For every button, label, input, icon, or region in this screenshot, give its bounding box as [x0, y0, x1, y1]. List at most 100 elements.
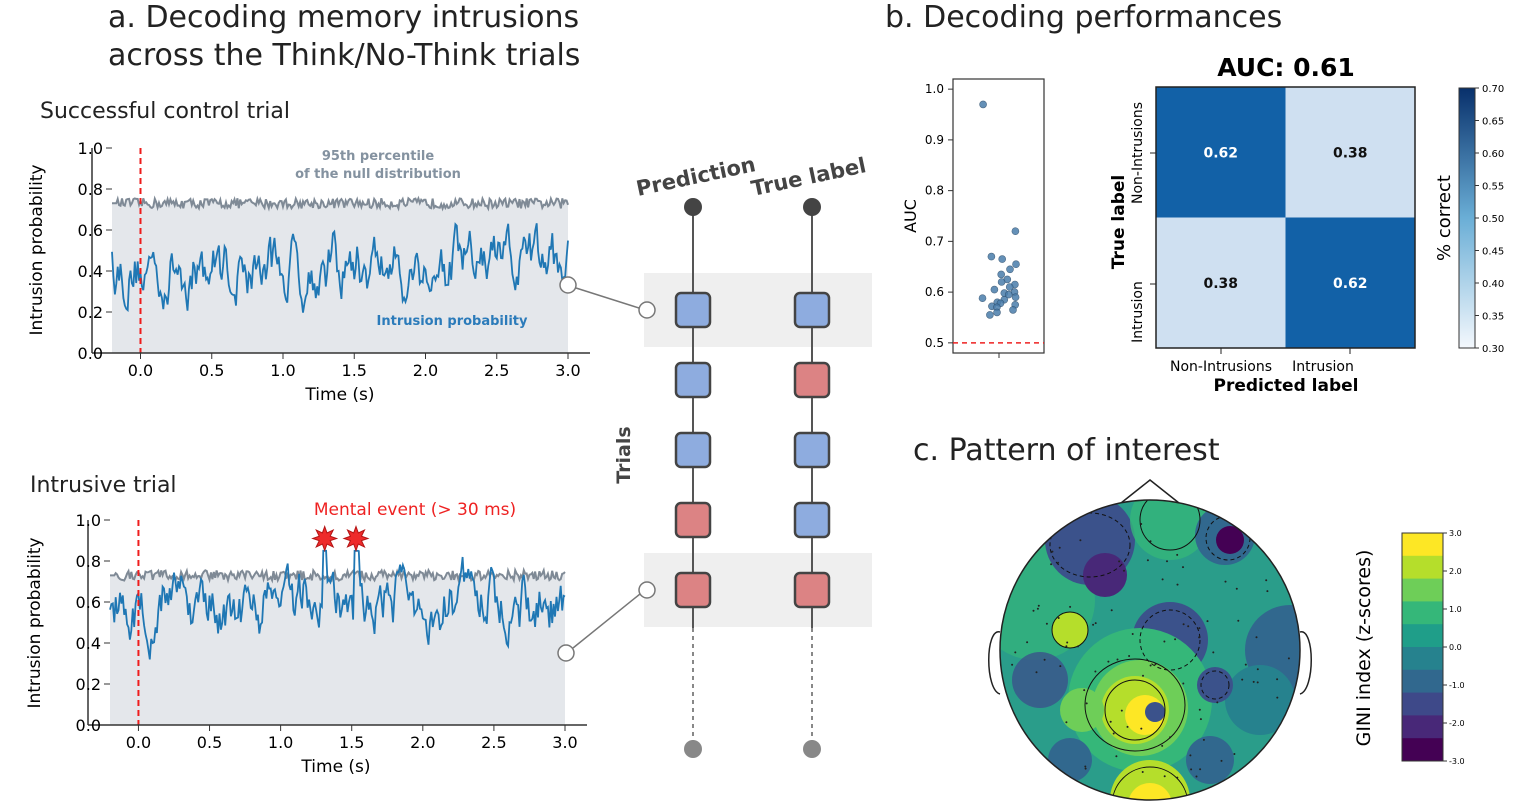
cm-cbar-tick-5: 0.55 [1482, 182, 1504, 193]
sensor-dot [1256, 668, 1259, 671]
sensor-dot [1043, 658, 1046, 661]
event-label: Mental event (> 30 ms) [314, 500, 516, 520]
sensor-dot [1198, 627, 1201, 630]
cm-cbar-tick-6: 0.60 [1482, 149, 1504, 160]
cm-cell-label-0-0: 0.62 [1203, 145, 1238, 161]
topomap-cbar-band-1 [1402, 555, 1443, 580]
sensor-dot [1198, 708, 1201, 711]
sensor-dot [1252, 680, 1255, 683]
auc-y-tick-4: 0.9 [925, 133, 944, 147]
sensor-dot [1163, 640, 1166, 643]
sensor-dot [1092, 623, 1095, 626]
bottom-x-tick-4: 2.0 [410, 733, 435, 752]
auc-y-tick-1: 0.6 [925, 285, 944, 299]
sensor-dot [1112, 732, 1115, 735]
cm-colorbar [1458, 87, 1476, 349]
sensor-dot [1107, 660, 1110, 663]
nose-shape [1120, 479, 1180, 504]
bottom-y-tick-1: 0.2 [76, 675, 101, 694]
panel-b-title: b. Decoding performances [885, 0, 1282, 35]
sensor-dot [1265, 579, 1268, 582]
sensor-dot [1128, 655, 1131, 657]
prediction-start-dot [684, 198, 702, 216]
sensor-dot [1176, 583, 1179, 586]
trials-axis-label: Trials [613, 426, 635, 483]
sensor-dot [1189, 754, 1192, 757]
sensor-dot [1079, 539, 1082, 542]
topomap-cbar-band-3 [1402, 601, 1443, 625]
auc-point-25 [993, 308, 1001, 317]
prediction-box-1 [674, 291, 712, 329]
true-start-dot [803, 198, 821, 216]
top-x-tick-5: 2.5 [484, 361, 509, 380]
sensor-dot [1131, 633, 1134, 635]
sensor-dot [1085, 702, 1088, 705]
sensor-dot [1011, 663, 1014, 666]
auc-strip-plot: 0.5 0.6 0.7 0.8 0.9 1.0 AUC [901, 78, 1045, 358]
sensor-dot [1146, 559, 1149, 562]
auc-point-16 [1011, 293, 1020, 302]
sensor-dot [1035, 671, 1038, 674]
bottom-x-tick-0: 0.0 [126, 733, 151, 752]
sensor-dot [1026, 641, 1029, 644]
auc-point-24 [1009, 306, 1017, 314]
sensor-dot [1198, 636, 1201, 639]
bottom-y-axis-label: Intrusion probability [25, 537, 45, 708]
bottom-y-tick-0: 0.0 [76, 716, 101, 735]
bottom-null-line [110, 566, 566, 584]
topomap-cbar-band-7 [1402, 692, 1443, 716]
sensor-dot [1084, 765, 1087, 768]
sensor-dot [1161, 578, 1164, 581]
auc-y-tick-2: 0.7 [925, 234, 944, 248]
cm-cbar-tick-4: 0.50 [1482, 214, 1504, 225]
top-x-tick-1: 0.5 [199, 361, 224, 380]
top-y-tick-5: 1.0 [78, 139, 103, 158]
auc-point-11 [1005, 283, 1014, 291]
sensor-dot [1212, 651, 1215, 654]
sensor-dot [1142, 674, 1144, 677]
cm-x-class-0: Non-Intrusions [1170, 359, 1272, 375]
cm-cbar-tick-0: 0.30 [1482, 344, 1504, 355]
true-label-box-1 [793, 291, 831, 329]
bottom-y-tick-2: 0.4 [76, 634, 101, 653]
cm-cell-label-1-0: 0.38 [1203, 276, 1238, 292]
sensor-dot [1176, 776, 1179, 779]
trials-diagram: Prediction True label Trials [557, 152, 872, 758]
sensor-dot [1065, 721, 1068, 724]
auc-point-2 [1011, 227, 1020, 235]
sensor-dot [1235, 587, 1238, 590]
sensor-dot [1083, 689, 1086, 692]
auc-y-tick-3: 0.8 [925, 184, 944, 198]
bottom-plot-subtitle: Intrusive trial [30, 473, 177, 498]
prediction-box-2 [674, 361, 712, 399]
auc-y-tick-0: 0.5 [925, 336, 944, 350]
bottom-x-axis-label: Time (s) [300, 757, 370, 777]
bottom-probability-line [109, 549, 566, 660]
sensor-dot [1287, 657, 1290, 660]
top-x-axis-label: Time (s) [304, 385, 374, 405]
sensor-dot [1149, 664, 1152, 667]
auc-point-26 [986, 311, 994, 319]
sensor-dot [1116, 658, 1119, 661]
cm-cell-0-0 [1156, 87, 1286, 218]
cm-y-class-0: Non-Intrusions [1130, 102, 1146, 204]
sensor-dot [1058, 546, 1061, 549]
sensor-dot [1141, 771, 1144, 773]
top-x-tick-2: 1.0 [270, 361, 295, 380]
sensor-dot [1190, 768, 1193, 771]
prediction-box-3 [674, 431, 712, 469]
topomap-cbar-tick-3: 0.0 [1449, 643, 1462, 652]
sensor-dot [1241, 678, 1244, 681]
top-y-tick-4: 0.8 [78, 180, 103, 199]
sensor-dot [1199, 768, 1202, 771]
sensor-dot [1014, 651, 1017, 654]
sensor-dot [1069, 605, 1072, 608]
auc-point-17 [978, 294, 987, 303]
right-ear-shape [1299, 631, 1312, 695]
topomap-cbar-band-0 [1402, 533, 1443, 557]
topomap-cbar-band-2 [1402, 578, 1443, 602]
topomap-cbar-tick-5: -2.0 [1449, 719, 1465, 728]
sensor-dot [1084, 767, 1087, 770]
cm-cell-label-0-1: 0.38 [1333, 145, 1368, 161]
cm-title: AUC: 0.61 [1217, 53, 1355, 82]
